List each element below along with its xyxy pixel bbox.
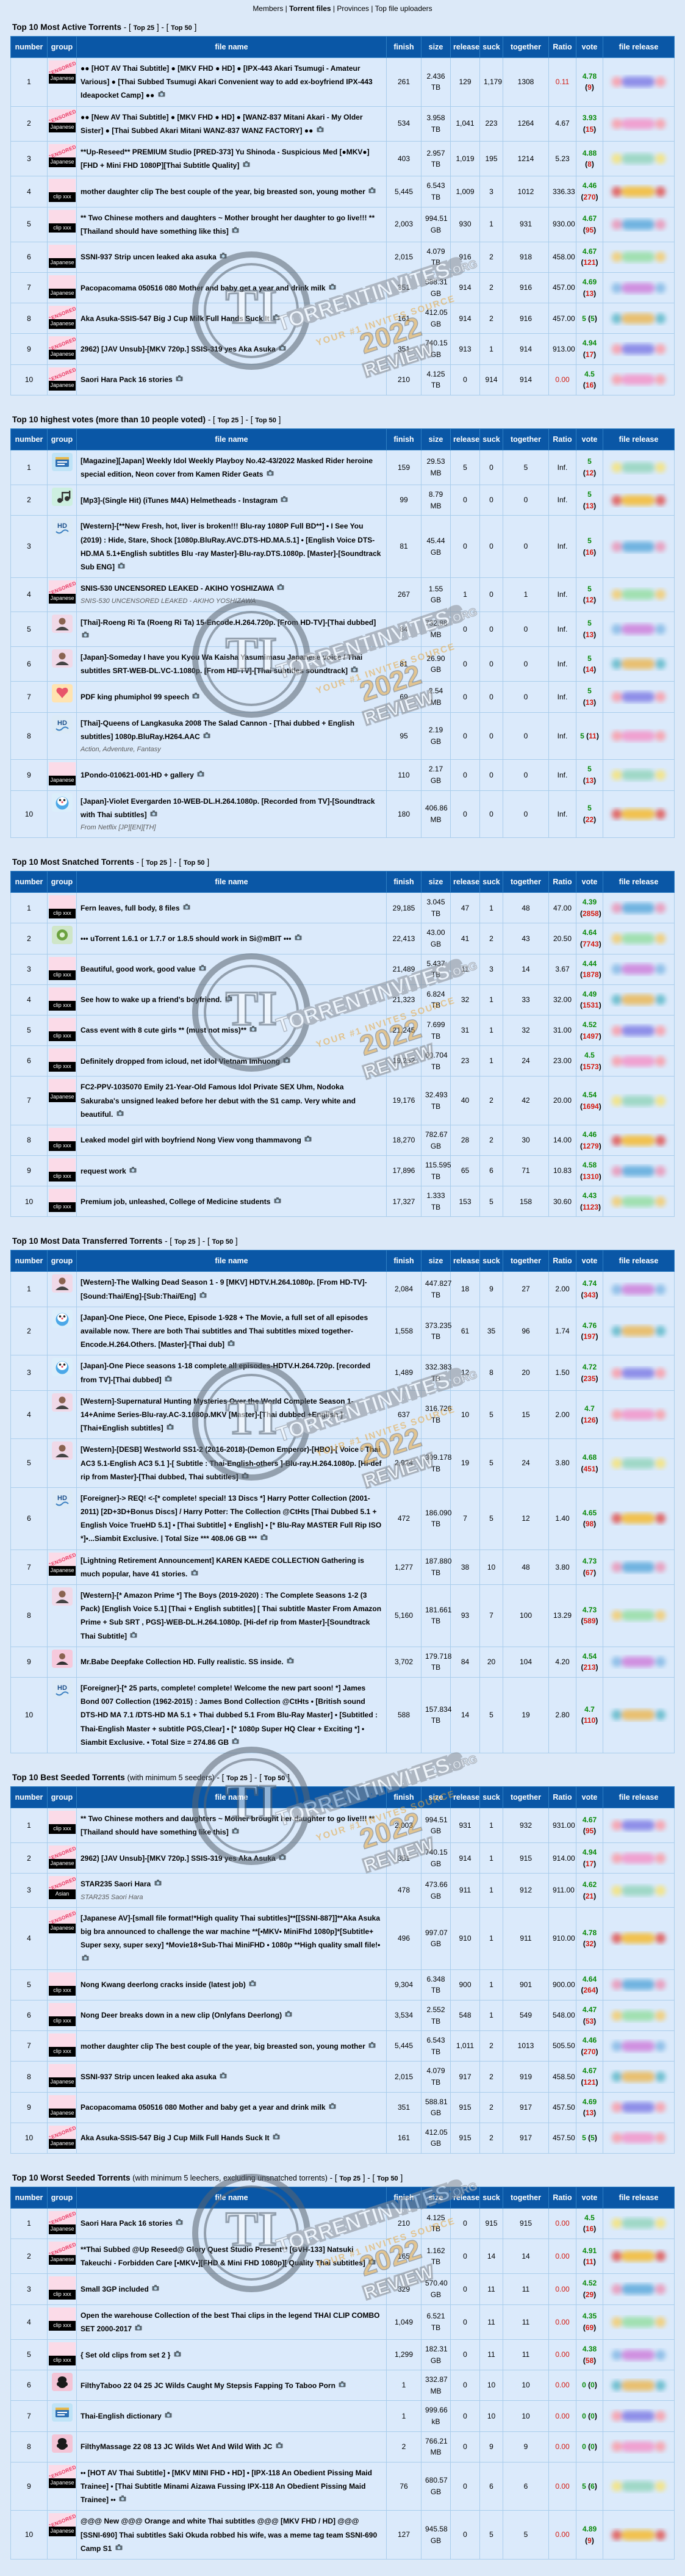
svg-text:HD: HD [57, 720, 67, 727]
svg-text:HD: HD [57, 522, 67, 530]
svg-text:HD: HD [57, 1495, 67, 1502]
svg-text:HD: HD [57, 1684, 67, 1692]
